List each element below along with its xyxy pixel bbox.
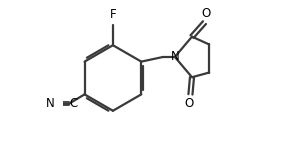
Text: O: O xyxy=(184,97,193,110)
Text: N: N xyxy=(171,50,180,63)
Text: C: C xyxy=(70,97,78,110)
Text: O: O xyxy=(201,7,211,20)
Text: F: F xyxy=(110,8,116,21)
Text: N: N xyxy=(45,97,54,110)
